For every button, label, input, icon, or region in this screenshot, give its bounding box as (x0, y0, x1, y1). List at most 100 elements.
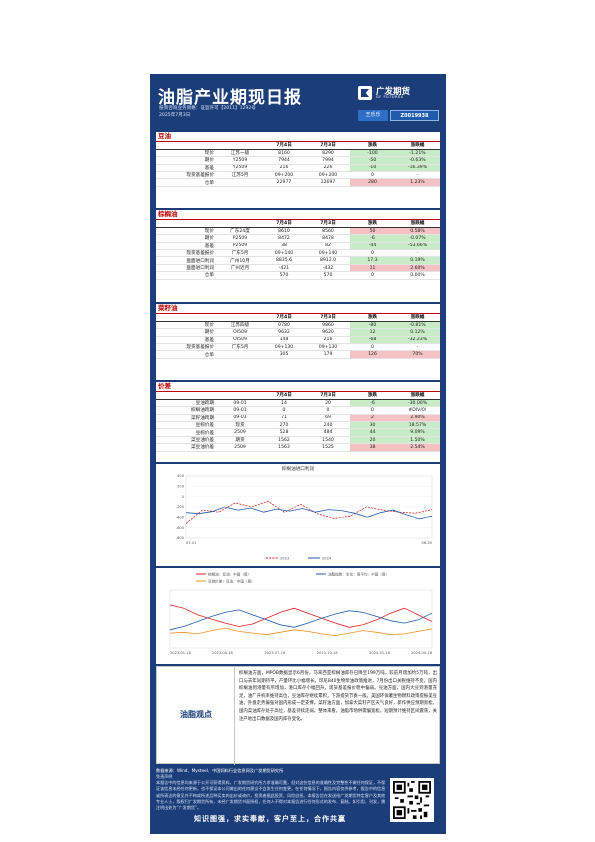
qr-code[interactable] (390, 778, 434, 822)
table-cell: 09+200 (262, 171, 306, 180)
table-cell: 1.50% (395, 436, 440, 445)
table-row: 棕榈油跨期 09-01 0 0 0 #DIV/0! (156, 406, 440, 415)
table-row: 现价 江苏一级 8160 8290 -100 -1.21% (156, 149, 440, 158)
y-tick-label: -600 (176, 526, 185, 530)
table-cell: OI509 (218, 336, 262, 345)
table-cell: 基差 (156, 242, 218, 251)
table-cell: 9780 (262, 321, 306, 330)
table-cell: 8610 (262, 227, 306, 236)
table-cell: 0.12% (395, 328, 440, 337)
table-cell: 8912.0 (306, 256, 350, 265)
table-cell: 0 (350, 343, 395, 352)
table-cell: 1562 (262, 436, 306, 445)
table-cell: #DIV/0! (395, 406, 440, 415)
table-cell: -0.07% (395, 234, 440, 243)
legend-label: 2024 (322, 556, 332, 560)
table-cell (218, 178, 262, 187)
table-header-row: 7月4日 7月3日 涨跌 涨跌幅 (156, 142, 440, 150)
table-cell: 8472 (262, 234, 306, 243)
table-cell (218, 271, 262, 280)
table-cell: -30.00% (395, 399, 440, 408)
table-cell: 期货 (218, 436, 262, 445)
table-cell: 9620 (306, 328, 350, 337)
table-cell: -0.81% (395, 321, 440, 330)
table-cell: 2.90% (395, 414, 440, 423)
column-header: 涨跌幅 (395, 220, 440, 228)
table-cell: 现价 (156, 321, 218, 330)
column-header: 7月3日 (306, 220, 350, 228)
table-cell: 8560 (306, 227, 350, 236)
column-header: 涨跌 (350, 220, 395, 228)
x-tick-label: 2023-07-18 (264, 651, 286, 655)
table-row: 仓单 22977 22697 280 1.23% (156, 178, 440, 187)
table-cell: 484 (306, 428, 350, 437)
table-cell: 江苏5月 (218, 171, 262, 180)
y-tick-label: -200 (176, 505, 185, 509)
spread-section: 价差 7月4日 7月3日 涨跌 涨跌幅 豆油跨期 09-01 14 20 -6 -30.00% 棕榈油… (156, 382, 440, 462)
table-cell: 0.00% (395, 271, 440, 280)
table-cell: 38 (262, 242, 306, 251)
table-cell: 09+200 (306, 171, 350, 180)
table-cell: 2509 (218, 443, 262, 452)
column-header: 7月4日 (262, 142, 306, 150)
table-cell: 1.23% (395, 178, 440, 187)
table-cell: 9.09% (395, 428, 440, 437)
table-cell: 0 (306, 406, 350, 415)
column-header (156, 220, 218, 228)
column-header: 7月4日 (262, 392, 306, 400)
table-cell: - (395, 343, 440, 352)
license-code-badge: Z0019938 (390, 110, 439, 121)
table-row: 盘面进口利润 广州近月 -421 -432 11 2.60% (156, 264, 440, 273)
chart-canvas: 棕榈油：豆油：中国（周） 油脂指数：生化：周平均：中国（周） 豆棕价差：豆油：中国（… (169, 571, 433, 655)
table-cell: 2 (350, 414, 395, 423)
column-header: 7月4日 (262, 314, 306, 322)
table-cell: 12 (350, 328, 395, 337)
table-cell: OI509 (218, 328, 262, 337)
table-cell: 126 (350, 350, 395, 359)
table-cell: 7994 (306, 156, 350, 165)
column-header (218, 220, 262, 228)
data-source: 数据来源：Wind、Mysteel、中国饲料行业信息网及广发期货研究所 (156, 768, 284, 773)
table-cell: 528 (262, 428, 306, 437)
table-row: 菜籽油跨期 09-01 71 69 2 2.90% (156, 414, 440, 423)
table-cell: 270 (262, 421, 306, 430)
table-cell: 09+140 (306, 249, 350, 258)
series-line (185, 506, 433, 520)
table-cell: 菜豆油价差 (156, 443, 218, 452)
table-cell: -80 (350, 321, 395, 330)
column-header (156, 314, 218, 322)
series-line (185, 500, 433, 524)
y-tick-label: 0 (182, 495, 185, 499)
chart-title: 棕榈油进口利润 (281, 467, 315, 472)
price-table: 7月4日 7月3日 涨跌 涨跌幅 现价 江苏一级 8160 8290 -100 -1.21% 期价 Y… (156, 142, 440, 187)
table-cell: 226 (306, 164, 350, 173)
table-cell: -68 (350, 336, 395, 345)
table-cell: 豆油跨期 (156, 399, 218, 408)
table-row: 现价 江苏四级 9780 9860 -80 -0.81% (156, 321, 440, 330)
x-tick-label: 06-30 (422, 541, 433, 545)
table-cell: 11 (350, 264, 395, 273)
table-cell (218, 350, 262, 359)
y-tick-label: -800 (176, 536, 185, 540)
spread-history-chart: 棕榈油：豆油：中国（周） 油脂指数：生化：周平均：中国（周） 豆棕价差：豆油：中国（… (156, 568, 440, 664)
table-cell: 仓单 (156, 178, 218, 187)
table-cell: 09+130 (306, 343, 350, 352)
section-title: 棕榈油 (156, 210, 434, 220)
column-header (156, 392, 218, 400)
table-cell: 8290 (306, 149, 350, 158)
column-header (218, 392, 262, 400)
table-cell: -10 (350, 164, 395, 173)
table-row: 仓单 570 570 0 0.00% (156, 271, 440, 280)
table-cell: 09-01 (218, 406, 262, 415)
table-cell: 09-01 (218, 399, 262, 408)
column-header: 涨跌幅 (395, 314, 440, 322)
price-table: 7月4日 7月3日 涨跌 涨跌幅 豆油跨期 09-01 14 20 -6 -30.00% 棕榈油跨期… (156, 392, 440, 452)
series-line (169, 609, 433, 631)
table-cell: 1540 (306, 436, 350, 445)
table-cell: 8835.6 (262, 256, 306, 265)
soybean-oil-section: 豆油 7月4日 7月3日 涨跌 涨跌幅 现价 江苏一级 8160 8290 -100 -1.21% 期… (156, 132, 440, 208)
table-cell: 14 (262, 399, 306, 408)
oil-view-box: 油脂观点 棕榈油方面，MPOB数据显示6月份，马来西亚棕榈油库存已降至199万吨… (156, 666, 440, 765)
legend-label: 油脂指数：生化：周平均：中国（周） (328, 571, 389, 576)
table-cell: 豆棕价差 (156, 428, 218, 437)
